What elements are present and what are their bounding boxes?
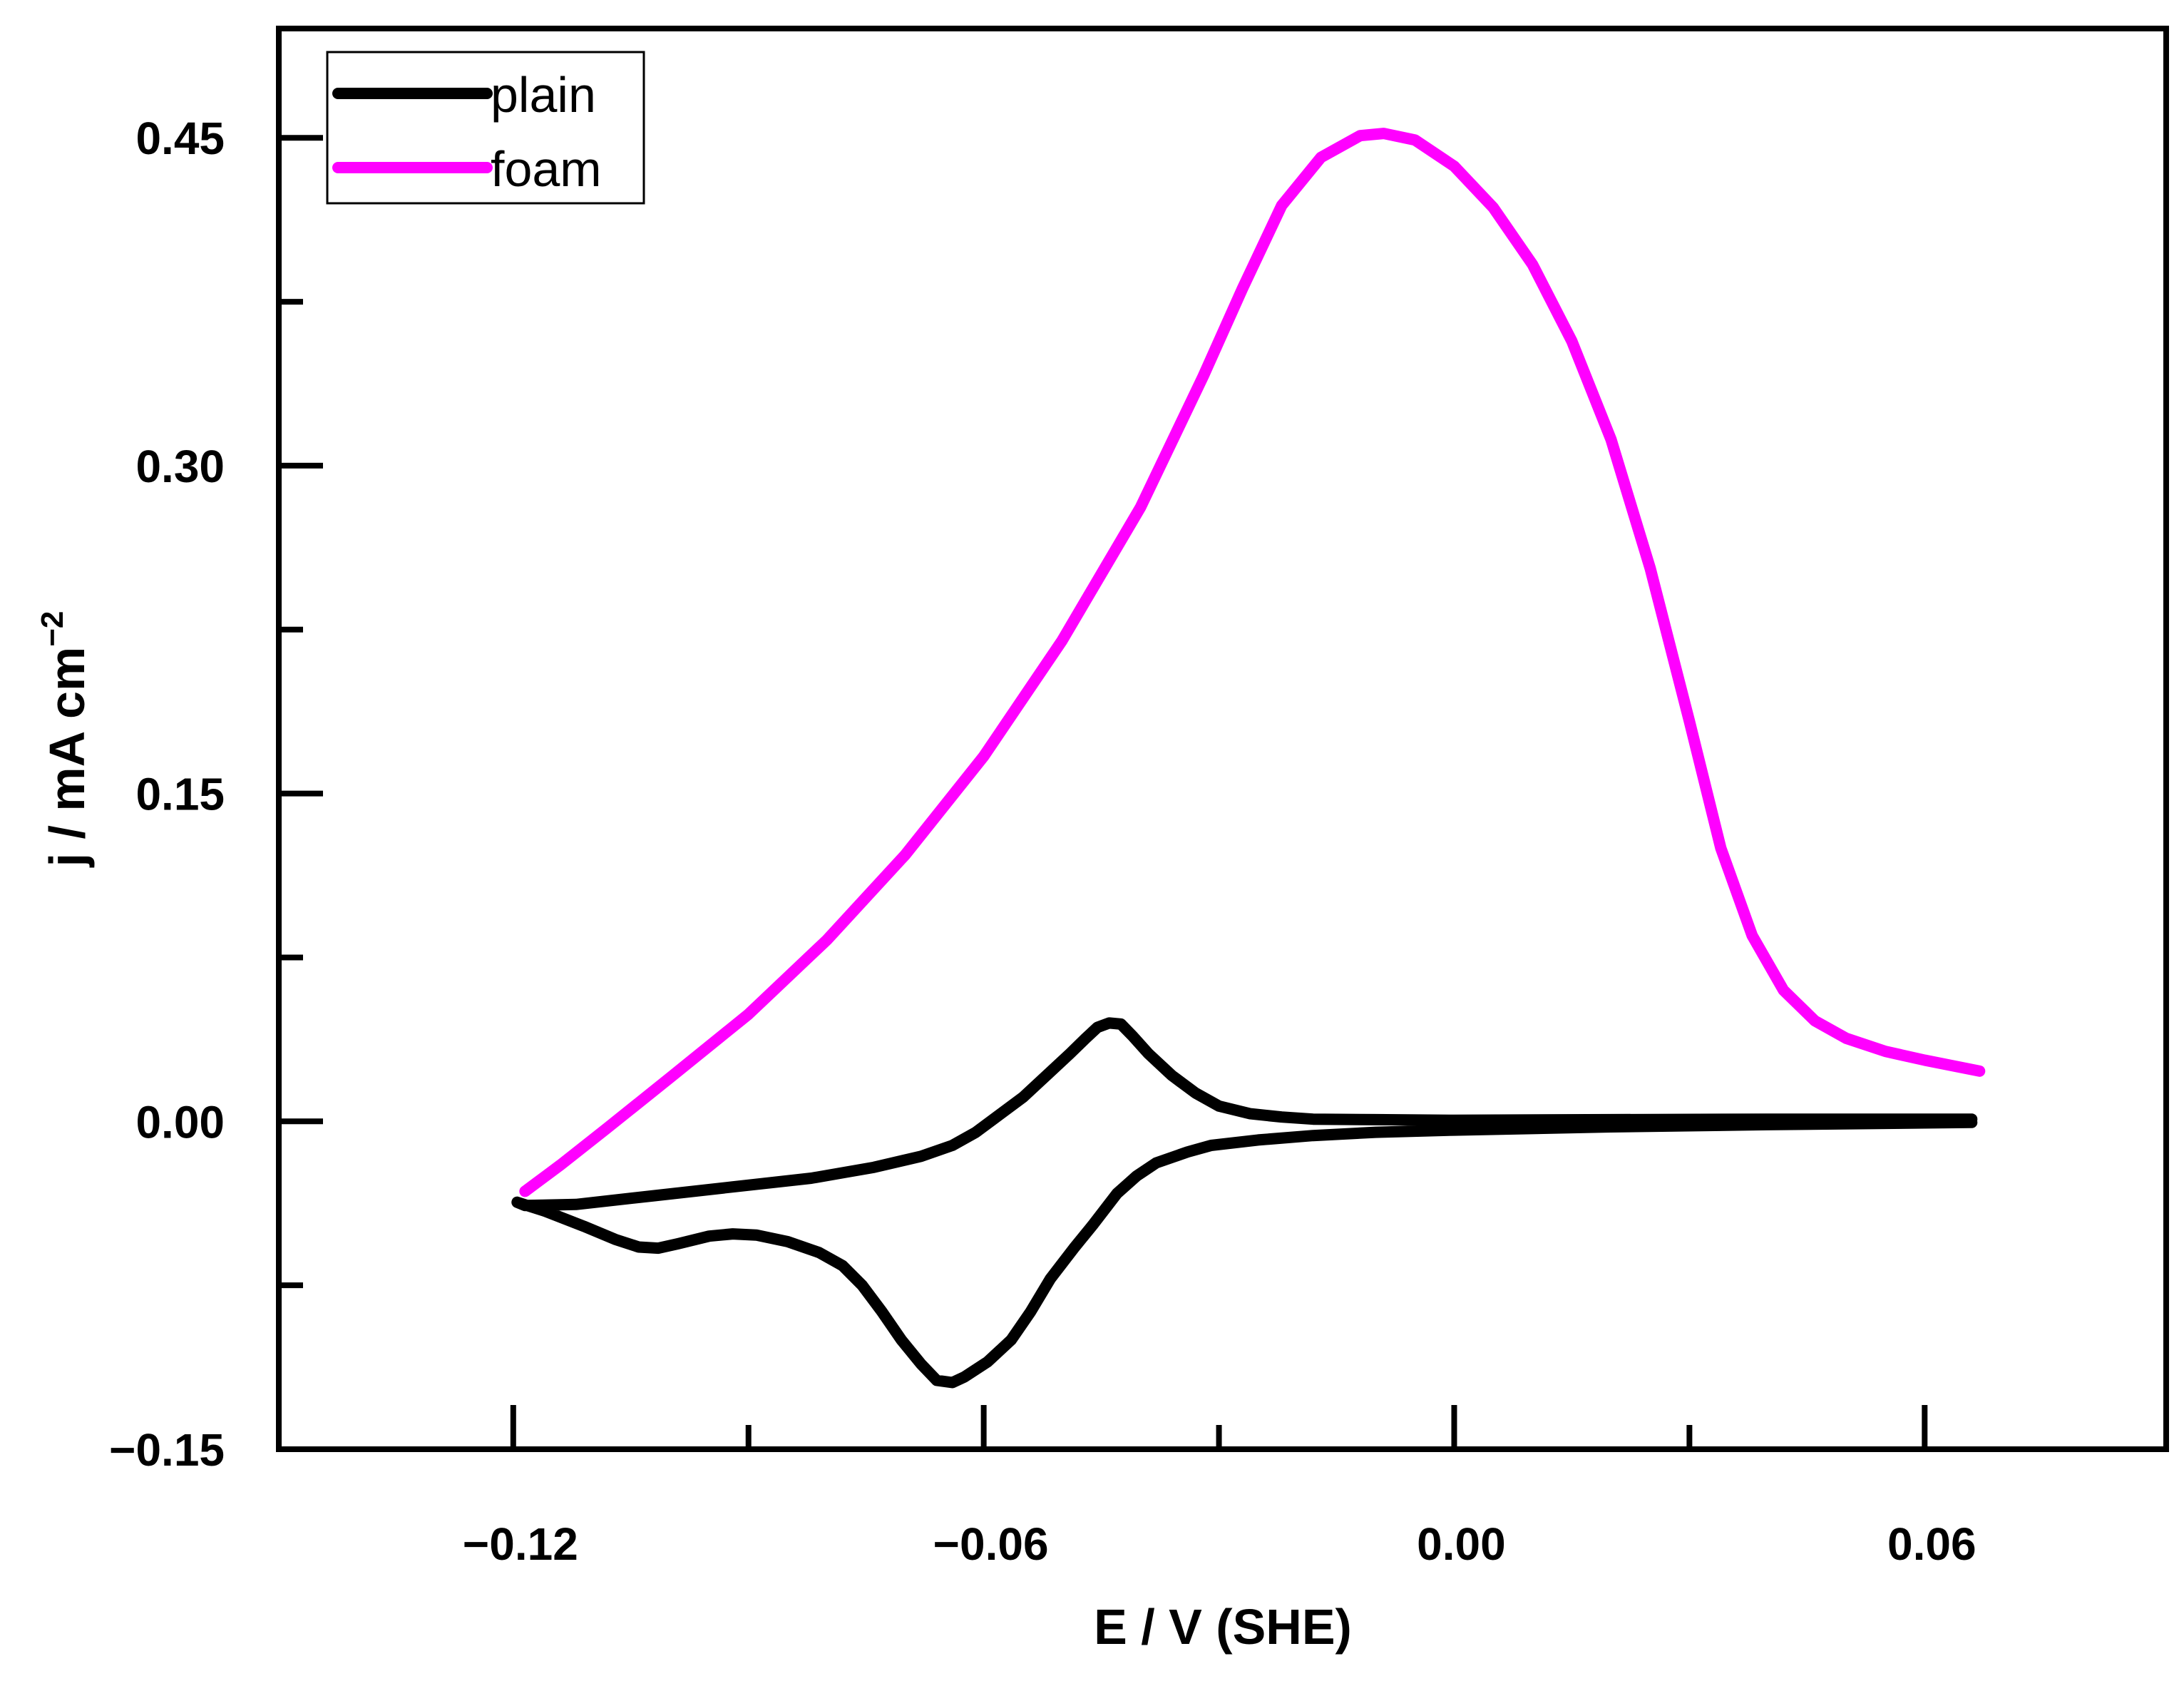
series-layer [511, 128, 1986, 1389]
plot-frame [276, 26, 2169, 1452]
svg-text:j / mA cm−2: j / mA cm−2 [35, 611, 95, 869]
x-tick-label: −0.12 [463, 1518, 578, 1570]
y-axis-title: j / mA cm−2 [35, 611, 95, 869]
x-tick-label: 0.00 [1417, 1518, 1506, 1570]
series-line-foam [519, 128, 1986, 1197]
y-axis-title-main: j / mA cm [39, 647, 95, 869]
series-line-plain [511, 1017, 1978, 1389]
y-tick-label: 0.45 [135, 113, 225, 164]
y-tick-label: 0.00 [135, 1096, 225, 1148]
y-tick-label: 0.15 [135, 769, 225, 820]
ticks-layer: −0.12 −0.06 0.00 0.06 −0.15 0.00 0.15 0.30 0.45 [109, 113, 1977, 1570]
legend: plain foam [326, 51, 645, 205]
x-axis-title: E / V (SHE) [1094, 1599, 1352, 1655]
x-tick-label: 0.06 [1887, 1518, 1977, 1570]
x-tick-label: −0.06 [933, 1518, 1049, 1570]
y-tick-label: −0.15 [109, 1424, 225, 1476]
legend-box [326, 51, 645, 205]
y-tick-label: 0.30 [135, 441, 225, 492]
legend-label-plain: plain [491, 67, 596, 123]
y-axis-title-superscript: −2 [35, 611, 70, 647]
legend-label-foam: foam [491, 141, 602, 197]
